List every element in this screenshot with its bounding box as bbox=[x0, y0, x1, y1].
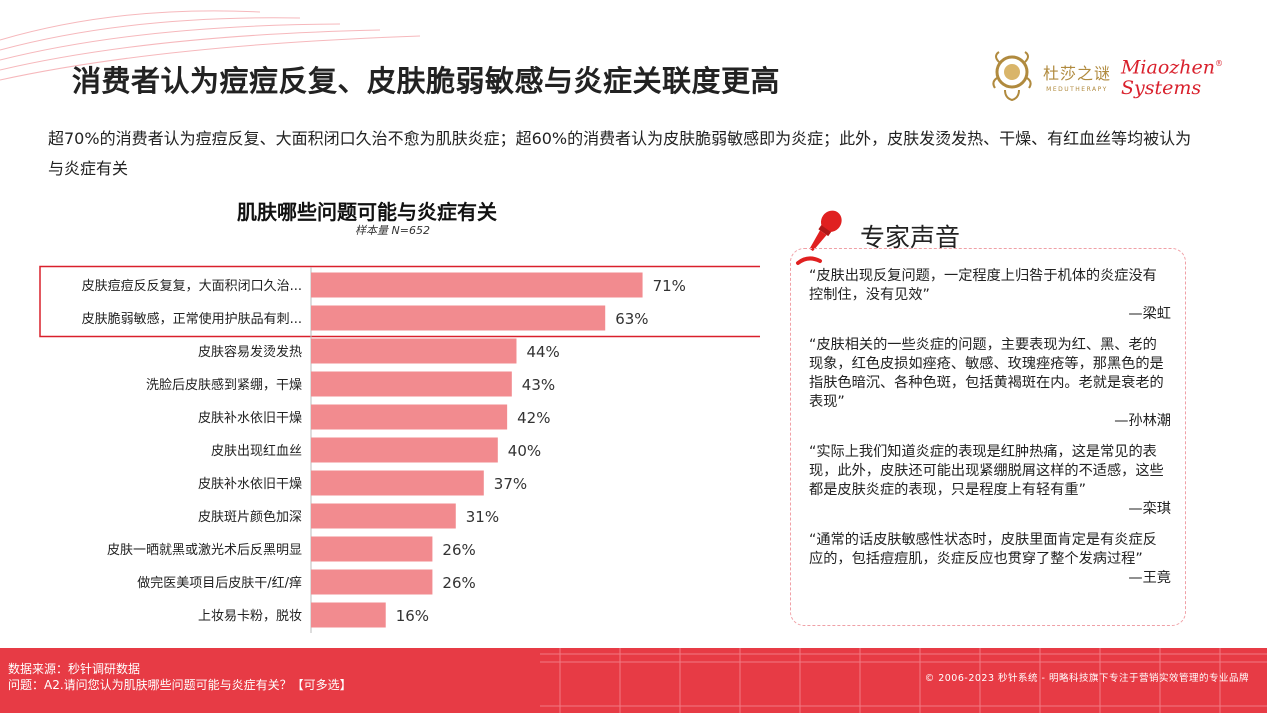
bar bbox=[311, 569, 433, 595]
registered-mark: ® bbox=[1215, 59, 1223, 69]
source-line: 数据来源：秒针调研数据 bbox=[8, 662, 141, 676]
footer-grid-pattern bbox=[540, 648, 1267, 713]
category-label: 皮肤斑片颜色加深 bbox=[198, 509, 302, 525]
bar bbox=[311, 272, 643, 298]
logo-cn-text: 杜莎之谜 bbox=[1042, 63, 1111, 83]
expert-title: 专家声音 bbox=[860, 223, 961, 252]
category-label: 皮肤容易发烫发热 bbox=[198, 344, 302, 360]
data-label: 26% bbox=[442, 541, 475, 559]
category-label: 皮肤补水依旧干燥 bbox=[198, 477, 302, 492]
quote-author: —梁虹 bbox=[1128, 306, 1171, 322]
quote-author: —孙林潮 bbox=[1114, 413, 1171, 429]
data-label: 44% bbox=[526, 343, 559, 361]
quote-text: “通常的话皮肤敏感性状态时，皮肤里面肯定是有炎症反应的，包括痘痘肌，炎症反应也贯… bbox=[809, 532, 1157, 567]
quote-text: “实际上我们知道炎症的表现是红肿热痛，这是常见的表现，此外，皮肤还可能出现紧绷脱… bbox=[809, 444, 1164, 498]
summary-text: 超70%的消费者认为痘痘反复、大面积闭口久治不愈为肌肤炎症；超60%的消费者认为… bbox=[48, 129, 1192, 178]
chart-title: 肌肤哪些问题可能与炎症有关 bbox=[200, 196, 600, 225]
copyright-text: © 2006-2023 秒针系统 - 明略科技旗下专注于营销实效管理的专业品牌 bbox=[924, 673, 1249, 684]
footer-bar bbox=[0, 648, 1267, 713]
bar bbox=[311, 437, 498, 463]
decorative-lines bbox=[0, 10, 421, 81]
data-label: 16% bbox=[396, 607, 429, 625]
logo-cn-subtext: MEDUTHERAPY bbox=[1046, 85, 1108, 93]
quote-author: —王竟 bbox=[1128, 570, 1171, 586]
data-source: 数据来源：秒针调研数据 问题：A2.请问您认为肌肤哪些问题可能与炎症有关？【可多… bbox=[8, 661, 352, 693]
quote-item: “皮肤出现反复问题，一定程度上归咎于机体的炎症没有控制住，没有见效” —梁虹 bbox=[809, 267, 1171, 324]
bar bbox=[311, 503, 456, 529]
data-label: 63% bbox=[615, 310, 648, 328]
brand-logos: 杜莎之谜 MEDUTHERAPY Miaozhen® Systems bbox=[991, 46, 1223, 106]
miaozhen-logo: Miaozhen® Systems bbox=[1120, 54, 1223, 99]
data-label: 42% bbox=[517, 409, 550, 427]
category-label: 洗脸后皮肤感到紧绷，干燥 bbox=[146, 377, 302, 393]
expert-header: 专家声音 bbox=[790, 205, 960, 267]
data-label: 31% bbox=[466, 508, 499, 526]
medusa-emblem-icon bbox=[992, 51, 1032, 102]
highlight-box bbox=[39, 265, 760, 338]
category-label: 皮肤一晒就黑或激光术后反黑明显 bbox=[107, 543, 302, 558]
quote-author: —栾琪 bbox=[1128, 501, 1171, 517]
category-label: 做完医美项目后皮肤干/红/痒 bbox=[137, 575, 302, 591]
quote-item: “通常的话皮肤敏感性状态时，皮肤里面肯定是有炎症反应的，包括痘痘肌，炎症反应也贯… bbox=[809, 531, 1171, 588]
logo-en-line2: Systems bbox=[1120, 76, 1202, 99]
category-label: 皮肤补水依旧干燥 bbox=[198, 411, 302, 426]
bar bbox=[311, 371, 512, 397]
category-label: 皮肤出现红血丝 bbox=[211, 443, 302, 459]
sample-size-note: 样本量 N=652 bbox=[355, 224, 430, 237]
bar bbox=[311, 536, 433, 562]
bar bbox=[311, 602, 386, 628]
quote-item: “皮肤相关的一些炎症的问题，主要表现为红、黑、老的现象，红色皮损如痤疮、敏感、玫… bbox=[809, 336, 1171, 431]
medutherapy-logo: 杜莎之谜 MEDUTHERAPY bbox=[1043, 60, 1111, 93]
question-line: 问题：A2.请问您认为肌肤哪些问题可能与炎症有关？【可多选】 bbox=[8, 678, 352, 692]
quote-text: “皮肤出现反复问题，一定程度上归咎于机体的炎症没有控制住，没有见效” bbox=[809, 268, 1157, 303]
category-label: 上妆易卡粉，脱妆 bbox=[198, 609, 302, 624]
quote-item: “实际上我们知道炎症的表现是红肿热痛，这是常见的表现，此外，皮肤还可能出现紧绷脱… bbox=[809, 443, 1171, 519]
microphone-icon bbox=[796, 210, 842, 265]
data-label: 43% bbox=[522, 376, 555, 394]
data-label: 26% bbox=[442, 574, 475, 592]
bar bbox=[311, 470, 484, 496]
category-label: 皮肤痘痘反反复复，大面积闭口久治... bbox=[82, 279, 302, 294]
bar bbox=[311, 338, 517, 364]
data-label: 37% bbox=[494, 475, 527, 493]
quote-text: “皮肤相关的一些炎症的问题，主要表现为红、黑、老的现象，红色皮损如痤疮、敏感、玫… bbox=[809, 337, 1164, 410]
page-title: 消费者认为痘痘反复、皮肤脆弱敏感与炎症关联度更高 bbox=[72, 64, 781, 98]
data-label: 40% bbox=[508, 442, 541, 460]
bar bbox=[311, 305, 606, 331]
quote-box: “皮肤出现反复问题，一定程度上归咎于机体的炎症没有控制住，没有见效” —梁虹 “… bbox=[790, 248, 1186, 626]
data-label: 71% bbox=[653, 277, 686, 295]
category-label: 皮肤脆弱敏感，正常使用护肤品有刺... bbox=[82, 311, 302, 327]
logo-en-line1: Miaozhen bbox=[1120, 56, 1215, 79]
chart-title-text: 肌肤哪些问题可能与炎症有关 bbox=[237, 200, 497, 224]
bar bbox=[311, 404, 508, 430]
bar-chart: 皮肤痘痘反反复复，大面积闭口久治... 71% 皮肤脆弱敏感，正常使用护肤品有刺..… bbox=[39, 265, 760, 633]
